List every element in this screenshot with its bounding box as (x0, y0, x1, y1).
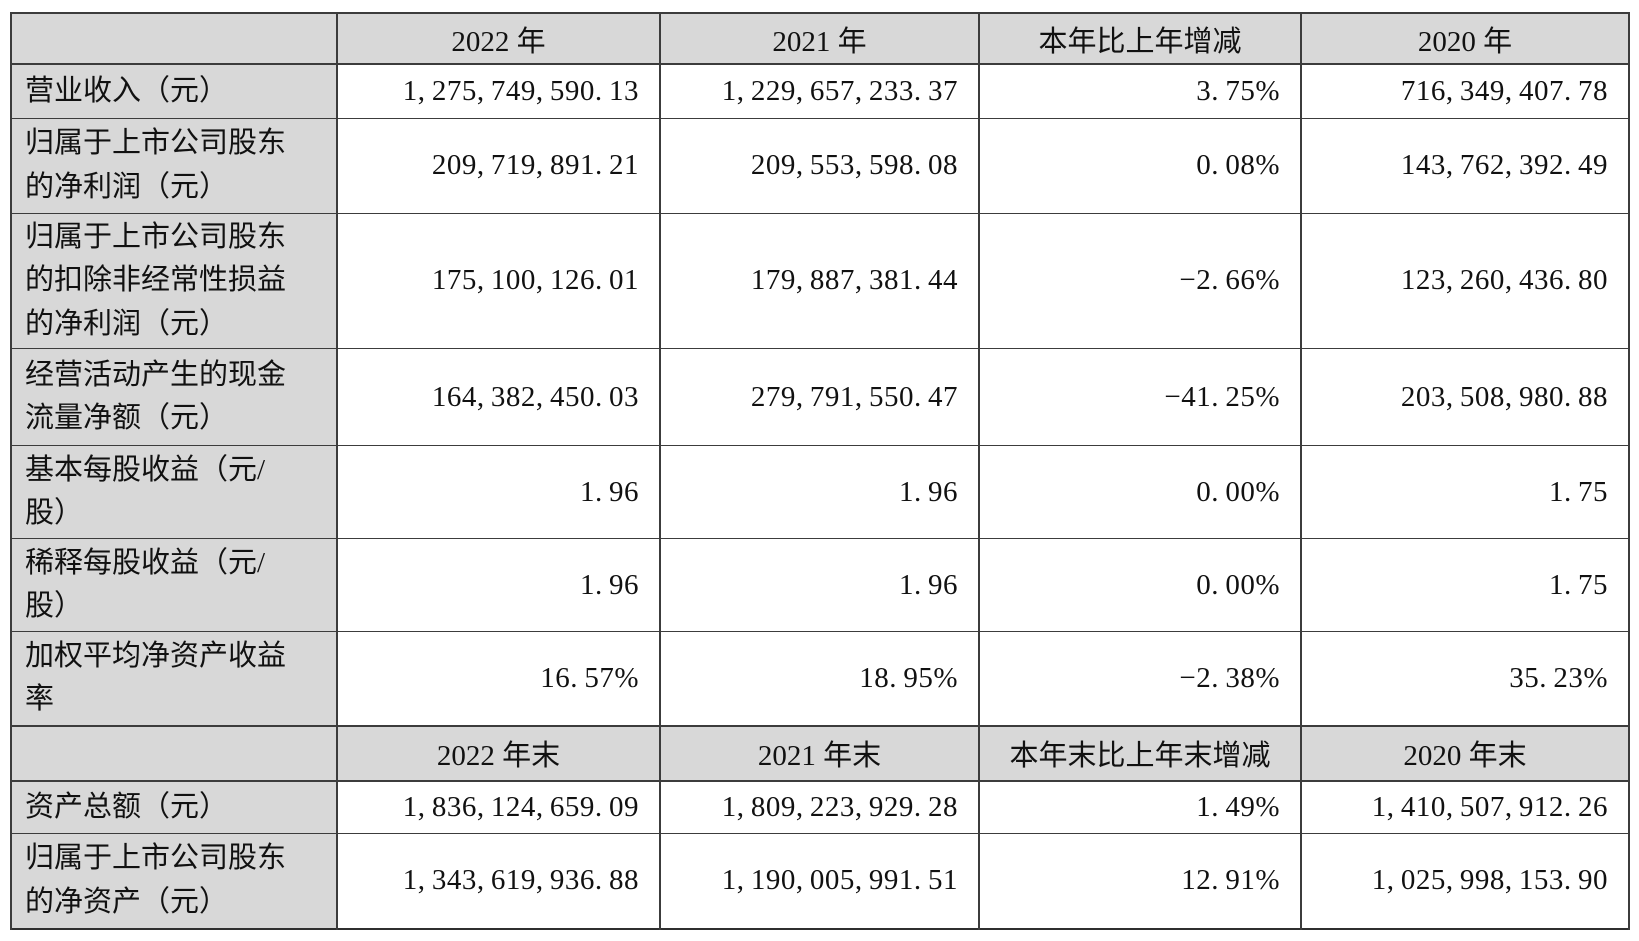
diluted-eps-row: 稀释每股收益（元/ 股） 1. 96 1. 96 0. 00% 1. 75 (10, 538, 1630, 632)
row-header-cell: 归属于上市公司股东 的净利润（元） (10, 117, 338, 214)
net-profit-row: 归属于上市公司股东 的净利润（元） 209, 719, 891. 21 209,… (10, 117, 1630, 214)
operating-cash-flow-row: 经营活动产生的现金 流量净额（元） 164, 382, 450. 03 279,… (10, 348, 1630, 446)
row-header-cell: 基本每股收益（元/ 股） (10, 445, 338, 539)
value-2022: 164, 382, 450. 03 (336, 348, 661, 446)
value-2022: 1, 836, 124, 659. 09 (336, 780, 661, 834)
value-change: 0. 08% (978, 117, 1302, 214)
value-2020: 35. 23% (1300, 631, 1630, 726)
row-header-cell: 经营活动产生的现金 流量净额（元） (10, 348, 338, 446)
value-2021: 279, 791, 550. 47 (659, 348, 980, 446)
row-header-cell: 资产总额（元） (10, 780, 338, 834)
yearend-header-row: 2022 年末 2021 年末 本年末比上年末增减 2020 年末 (10, 724, 1630, 782)
row-header-cell: 加权平均净资产收益 率 (10, 631, 338, 726)
value-2021: 18. 95% (659, 631, 980, 726)
value-2021: 1. 96 (659, 445, 980, 539)
value-2020: 1. 75 (1300, 538, 1630, 632)
value-2020: 123, 260, 436. 80 (1300, 212, 1630, 349)
column-header-2021: 2021 年 (659, 12, 980, 65)
column-header-2022-yearend: 2022 年末 (336, 724, 661, 782)
total-assets-row: 资产总额（元） 1, 836, 124, 659. 09 1, 809, 223… (10, 780, 1630, 834)
value-change: 0. 00% (978, 538, 1302, 632)
value-2022: 1. 96 (336, 445, 661, 539)
value-2022: 16. 57% (336, 631, 661, 726)
value-2022: 1. 96 (336, 538, 661, 632)
value-change: −2. 38% (978, 631, 1302, 726)
column-header-yoy-change: 本年比上年增减 (978, 12, 1302, 65)
empty-corner-cell (10, 12, 338, 65)
key-financials-table: 2022 年 2021 年 本年比上年增减 2020 年 营业收入（元） 1, … (10, 12, 1630, 930)
value-2020: 1. 75 (1300, 445, 1630, 539)
value-2022: 209, 719, 891. 21 (336, 117, 661, 214)
value-2021: 1, 229, 657, 233. 37 (659, 63, 980, 119)
value-2022: 1, 343, 619, 936. 88 (336, 833, 661, 929)
column-header-2022: 2022 年 (336, 12, 661, 65)
value-change: 0. 00% (978, 445, 1302, 539)
value-2020: 716, 349, 407. 78 (1300, 63, 1630, 119)
column-header-2021-yearend: 2021 年末 (659, 724, 980, 782)
value-change: 12. 91% (978, 833, 1302, 929)
value-2022: 175, 100, 126. 01 (336, 212, 661, 349)
basic-eps-row: 基本每股收益（元/ 股） 1. 96 1. 96 0. 00% 1. 75 (10, 445, 1630, 539)
column-header-yearend-change: 本年末比上年末增减 (978, 724, 1302, 782)
value-2020: 143, 762, 392. 49 (1300, 117, 1630, 214)
value-change: −2. 66% (978, 212, 1302, 349)
value-2020: 1, 025, 998, 153. 90 (1300, 833, 1630, 929)
row-header-cell: 营业收入（元） (10, 63, 338, 119)
value-2021: 179, 887, 381. 44 (659, 212, 980, 349)
revenue-row: 营业收入（元） 1, 275, 749, 590. 13 1, 229, 657… (10, 63, 1630, 119)
column-header-2020-yearend: 2020 年末 (1300, 724, 1630, 782)
value-2021: 1. 96 (659, 538, 980, 632)
row-header-cell: 归属于上市公司股东 的扣除非经常性损益 的净利润（元） (10, 212, 338, 349)
value-change: −41. 25% (978, 348, 1302, 446)
net-assets-row: 归属于上市公司股东 的净资产（元） 1, 343, 619, 936. 88 1… (10, 833, 1630, 929)
column-header-2020: 2020 年 (1300, 12, 1630, 65)
annual-header-row: 2022 年 2021 年 本年比上年增减 2020 年 (10, 12, 1630, 65)
value-2020: 203, 508, 980. 88 (1300, 348, 1630, 446)
value-2022: 1, 275, 749, 590. 13 (336, 63, 661, 119)
row-header-cell: 稀释每股收益（元/ 股） (10, 538, 338, 632)
row-header-cell: 归属于上市公司股东 的净资产（元） (10, 833, 338, 929)
value-2021: 209, 553, 598. 08 (659, 117, 980, 214)
value-change: 1. 49% (978, 780, 1302, 834)
value-2021: 1, 809, 223, 929. 28 (659, 780, 980, 834)
weighted-roe-row: 加权平均净资产收益 率 16. 57% 18. 95% −2. 38% 35. … (10, 631, 1630, 726)
value-2021: 1, 190, 005, 991. 51 (659, 833, 980, 929)
empty-corner-cell (10, 724, 338, 782)
deducted-net-profit-row: 归属于上市公司股东 的扣除非经常性损益 的净利润（元） 175, 100, 12… (10, 212, 1630, 349)
value-change: 3. 75% (978, 63, 1302, 119)
value-2020: 1, 410, 507, 912. 26 (1300, 780, 1630, 834)
